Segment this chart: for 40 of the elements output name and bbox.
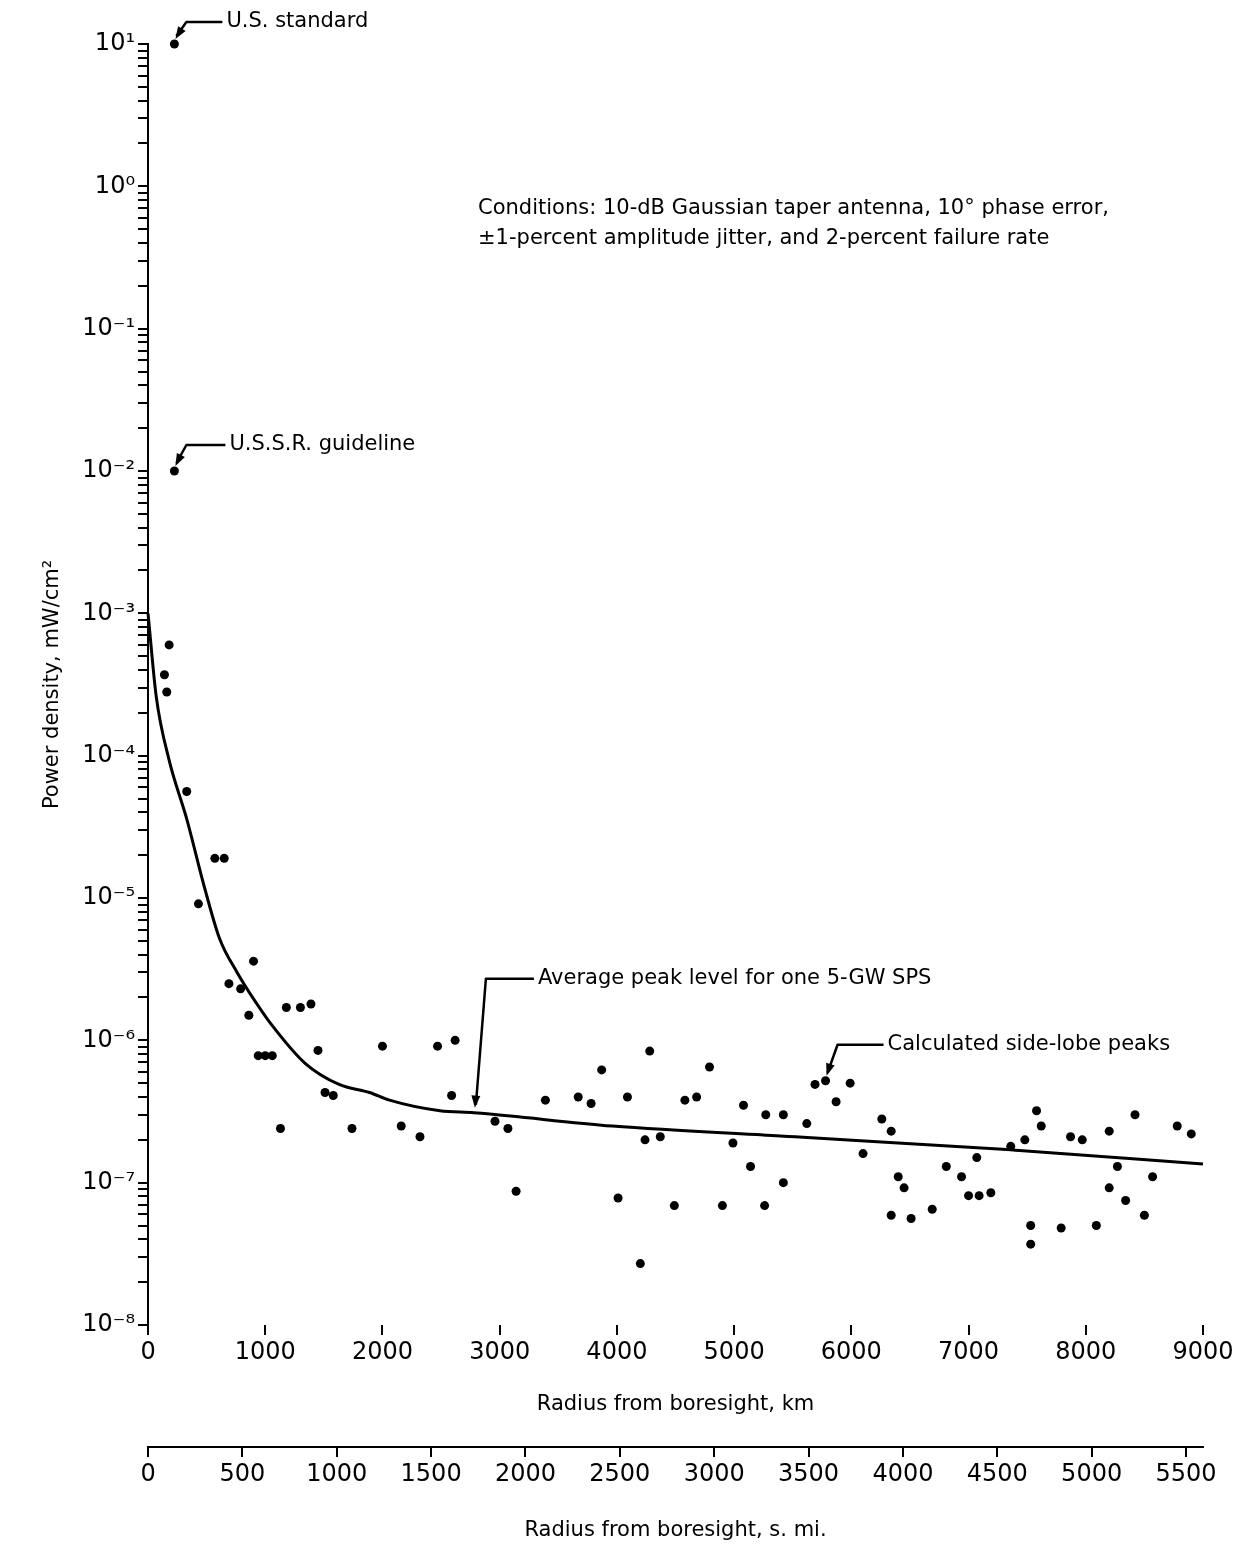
x-tick-label: 7000 [938,1336,1000,1365]
x2-tick-label: 2500 [589,1458,651,1487]
annotation: Calculated side-lobe peaks [887,1031,1171,1056]
y-tick-label: 10⁻² [82,455,136,484]
y-tick-label: 10⁻¹ [82,312,136,341]
y-tick-label: 10⁻⁶ [82,1024,136,1053]
y-tick-label: 10⁻⁷ [82,1166,136,1195]
x2-tick-label: 500 [219,1458,266,1487]
x2-tick-label: 5500 [1155,1458,1217,1487]
y-tick-label: 10⁰ [94,170,136,199]
x-tick-label: 8000 [1055,1336,1117,1365]
x2-axis-title: Radius from boresight, s. mi. [524,1516,827,1541]
x-tick-label: 2000 [351,1336,414,1365]
x2-tick-label: 4000 [872,1458,934,1487]
annotation: Conditions: 10-dB Gaussian taper antenna, 10° phase error, ±1-percent amplitude jitter, and 2-percent failure rate [478,195,1109,250]
y-tick-label: 10⁻⁵ [82,882,136,911]
x-tick-label: 4000 [586,1336,648,1365]
y-tick-label: 10¹ [94,28,136,57]
x2-tick-label: 2000 [494,1458,557,1487]
x-tick-label: 1000 [234,1336,296,1365]
y-tick-label: 10⁻⁸ [82,1309,136,1338]
x-tick-label: 5000 [703,1336,765,1365]
y-tick-label: 10⁻³ [82,597,136,626]
x-axis-title: Radius from boresight, km [536,1390,815,1415]
x-tick-label: 6000 [820,1336,882,1365]
annotation: U.S. standard [226,8,369,33]
x2-tick-label: 1500 [400,1458,462,1487]
x-tick-label: 0 [140,1336,156,1365]
annotation: Average peak level for one 5-GW SPS [537,965,932,990]
x2-tick-label: 3500 [778,1458,840,1487]
x2-tick-label: 0 [140,1458,156,1487]
annotation: U.S.S.R. guideline [229,431,416,456]
x-tick-label: 3000 [469,1336,531,1365]
x-tick-label: 9000 [1172,1336,1234,1365]
x2-tick-label: 3000 [683,1458,745,1487]
x2-tick-label: 5000 [1061,1458,1123,1487]
y-axis-title: Power density, mW/cm² [39,559,64,810]
y-tick-label: 10⁻⁴ [82,739,136,768]
x2-tick-label: 4500 [966,1458,1028,1487]
x2-tick-label: 1000 [306,1458,368,1487]
